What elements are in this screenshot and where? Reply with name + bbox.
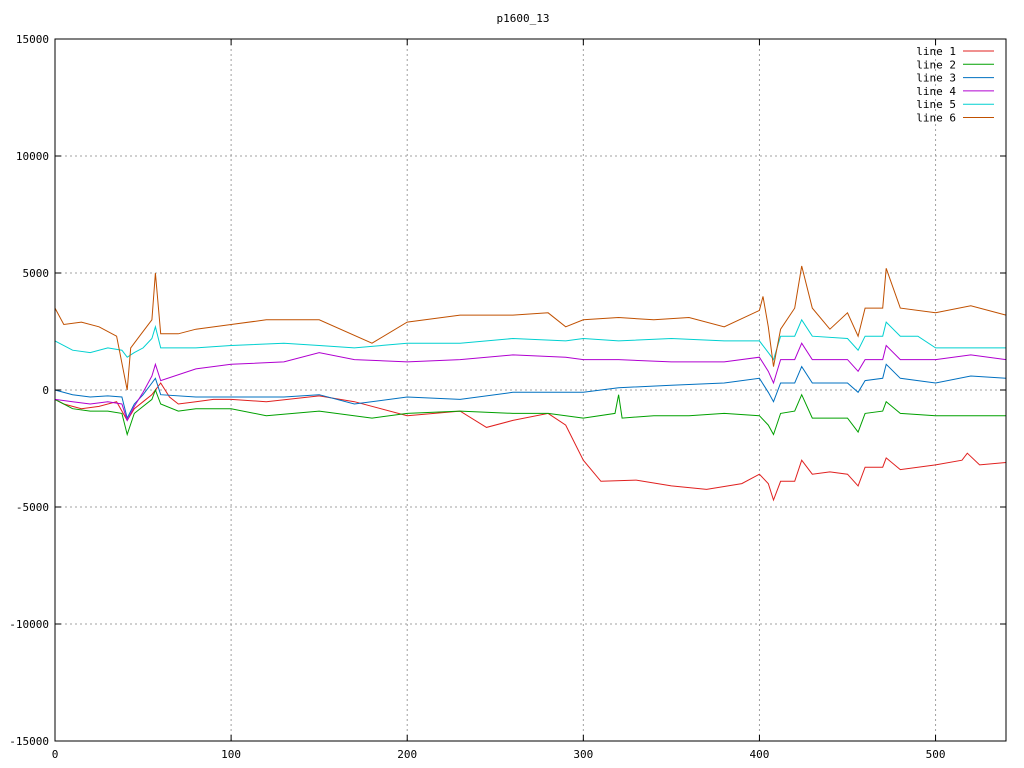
y-tick-label: -15000 (9, 735, 49, 748)
y-tick-label: -5000 (16, 501, 49, 514)
x-tick-label: 400 (750, 748, 770, 761)
legend-label: line 1 (916, 45, 956, 58)
legend-label: line 2 (916, 58, 956, 71)
series-line-6 (54, 265, 1007, 391)
y-tick-label: 5000 (23, 267, 50, 280)
y-tick-label: 10000 (16, 150, 49, 163)
x-tick-label: 200 (397, 748, 417, 761)
x-tick-label: 0 (52, 748, 59, 761)
x-tick-label: 100 (221, 748, 241, 761)
legend-label: line 3 (916, 72, 956, 85)
y-tick-label: -10000 (9, 618, 49, 631)
series-line-1 (54, 382, 1007, 502)
y-tick-label: 0 (42, 384, 49, 397)
x-tick-label: 500 (926, 748, 946, 761)
series-line-3 (54, 363, 1007, 420)
series-line-5 (54, 318, 1006, 361)
axis-ticks: 0 100 200 300 400 500 -15000 -10000 -5000 0 5000 10… (9, 33, 1006, 761)
series-lines (54, 265, 1007, 502)
series-line-4 (54, 342, 1007, 422)
y-tick-label: 15000 (16, 33, 49, 46)
grid-lines (55, 39, 1006, 741)
legend-label: line 4 (916, 85, 956, 98)
legend-label: line 5 (916, 98, 956, 111)
legend-label: line 6 (916, 112, 956, 125)
series-line-2 (54, 388, 1006, 437)
chart-title: p1600_13 (497, 12, 550, 25)
x-tick-label: 300 (573, 748, 593, 761)
